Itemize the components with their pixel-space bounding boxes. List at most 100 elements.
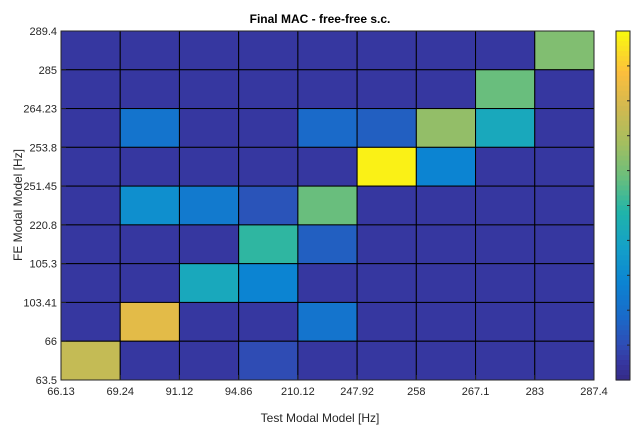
x-tick-label: 267.1 bbox=[462, 386, 490, 398]
heatmap-cell bbox=[61, 186, 120, 225]
colorbar-segment bbox=[616, 325, 630, 331]
heatmap-cell bbox=[535, 341, 594, 380]
colorbar-segment bbox=[616, 161, 630, 167]
heatmap-cell bbox=[298, 225, 357, 264]
colorbar-segment bbox=[616, 240, 630, 246]
heatmap-cell bbox=[476, 109, 535, 148]
heatmap-cell bbox=[239, 186, 298, 225]
heatmap-cell bbox=[120, 147, 179, 186]
heatmap-cell bbox=[239, 225, 298, 264]
heatmap-cell bbox=[357, 31, 416, 70]
colorbar-segment bbox=[616, 181, 630, 187]
heatmap-cell bbox=[179, 147, 238, 186]
y-tick-label: 264.23 bbox=[23, 104, 57, 116]
y-tick-labels: 289.4 285 264.23 253.8 251.45 220.8 105.3 103.4… bbox=[23, 26, 66, 387]
x-tick-label: 69.24 bbox=[106, 386, 134, 398]
heatmap-cell bbox=[535, 225, 594, 264]
colorbar-segment bbox=[616, 76, 630, 82]
colorbar-segment bbox=[616, 191, 630, 197]
colorbar-segment bbox=[616, 300, 630, 306]
heatmap-cell bbox=[61, 302, 120, 341]
heatmap-cell bbox=[535, 70, 594, 109]
heatmap-cell bbox=[120, 31, 179, 70]
heatmap-cell bbox=[61, 341, 120, 380]
heatmap-cell bbox=[357, 109, 416, 148]
colorbar-segment bbox=[616, 206, 630, 212]
colorbar-segment bbox=[616, 215, 630, 221]
colorbar-segment bbox=[616, 285, 630, 291]
heatmap-cell bbox=[298, 264, 357, 303]
colorbar-segment bbox=[616, 176, 630, 182]
x-tick-label: 91.12 bbox=[166, 386, 194, 398]
colorbar-segment bbox=[616, 370, 630, 376]
heatmap-cell bbox=[120, 264, 179, 303]
heatmap-cell bbox=[416, 341, 475, 380]
heatmap-cell bbox=[298, 302, 357, 341]
colorbar-segment bbox=[616, 91, 630, 97]
colorbar-segment bbox=[616, 186, 630, 192]
heatmap-cell bbox=[239, 147, 298, 186]
heatmap-cell bbox=[357, 302, 416, 341]
colorbar-segment bbox=[616, 106, 630, 112]
heatmap-cell bbox=[476, 147, 535, 186]
colorbar-segment bbox=[616, 320, 630, 326]
x-tick-label: 210.12 bbox=[281, 386, 315, 398]
heatmap-cell bbox=[357, 186, 416, 225]
heatmap-cell bbox=[179, 302, 238, 341]
colorbar-segment bbox=[616, 156, 630, 162]
heatmap-cell bbox=[120, 186, 179, 225]
colorbar-segment bbox=[616, 136, 630, 142]
colorbar-segment bbox=[616, 330, 630, 336]
heatmap-cell bbox=[535, 31, 594, 70]
y-tick-label: 105.3 bbox=[29, 259, 57, 271]
heatmap-cell bbox=[357, 225, 416, 264]
x-tick-label: 66.13 bbox=[47, 386, 75, 398]
colorbar-segment bbox=[616, 365, 630, 371]
heatmap-cell bbox=[416, 31, 475, 70]
heatmap-cell bbox=[416, 302, 475, 341]
colorbar-segment bbox=[616, 36, 630, 42]
colorbar-segment bbox=[616, 151, 630, 157]
heatmap-cell bbox=[179, 341, 238, 380]
colorbar-segment bbox=[616, 230, 630, 236]
x-tick-label: 94.86 bbox=[225, 386, 253, 398]
x-tick-label: 283 bbox=[526, 386, 544, 398]
heatmap-cell bbox=[535, 264, 594, 303]
heatmap-cell bbox=[239, 341, 298, 380]
colorbar-segment bbox=[616, 225, 630, 231]
heatmap-cell bbox=[61, 70, 120, 109]
colorbar-segment bbox=[616, 146, 630, 152]
heatmap-cell bbox=[357, 264, 416, 303]
y-tick-label: 285 bbox=[39, 65, 57, 77]
colorbar-segment bbox=[616, 31, 630, 37]
heatmap-cell bbox=[120, 225, 179, 264]
heatmap-cell bbox=[239, 109, 298, 148]
colorbar-segment bbox=[616, 350, 630, 356]
y-tick-label: 66 bbox=[45, 336, 57, 348]
heatmap-cell bbox=[298, 31, 357, 70]
y-tick-label: 289.4 bbox=[29, 26, 57, 38]
colorbar-segment bbox=[616, 335, 630, 341]
y-tick-label: 220.8 bbox=[29, 220, 57, 232]
x-axis-label: Test Modal Model [Hz] bbox=[261, 411, 380, 425]
heatmap-cell bbox=[298, 109, 357, 148]
heatmap-cell bbox=[120, 341, 179, 380]
heatmap-cell bbox=[61, 147, 120, 186]
colorbar-segment bbox=[616, 121, 630, 127]
heatmap-cell bbox=[179, 70, 238, 109]
heatmap-cell bbox=[416, 264, 475, 303]
heatmap-cell bbox=[179, 264, 238, 303]
y-tick-label: 251.45 bbox=[23, 181, 57, 193]
colorbar-segment bbox=[616, 101, 630, 107]
heatmap-cell bbox=[476, 302, 535, 341]
heatmap-cell bbox=[476, 70, 535, 109]
heatmap-cell bbox=[357, 341, 416, 380]
colorbar-segment bbox=[616, 250, 630, 256]
heatmap-cell bbox=[179, 31, 238, 70]
heatmap-cell bbox=[416, 70, 475, 109]
heatmap-cell bbox=[61, 109, 120, 148]
colorbar-segment bbox=[616, 245, 630, 251]
colorbar-segment bbox=[616, 111, 630, 117]
colorbar-segment bbox=[616, 280, 630, 286]
